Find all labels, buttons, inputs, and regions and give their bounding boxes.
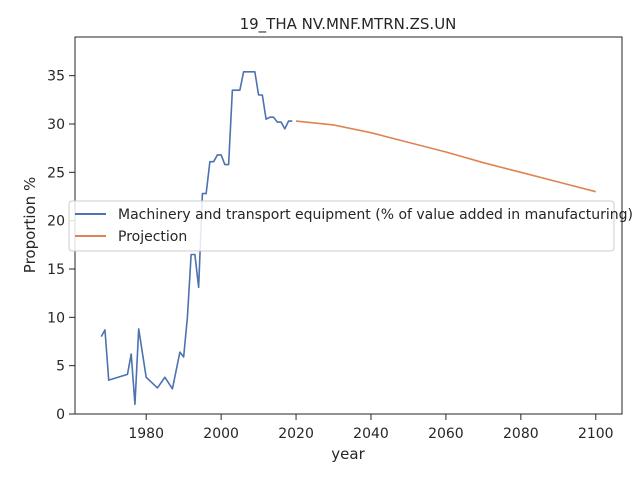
x-axis-label: year (331, 445, 365, 463)
y-tick-label: 30 (47, 117, 65, 133)
x-axis-ticks: 1980 2000 2020 2040 2060 2080 2100 (128, 414, 614, 442)
legend: Machinery and transport equipment (% of … (68, 200, 633, 252)
x-tick-label: 2040 (353, 426, 389, 442)
y-tick-label: 0 (56, 407, 65, 423)
series-line-machinery (100, 71, 293, 406)
x-tick-label: 2100 (578, 426, 614, 442)
plot-series (100, 71, 596, 406)
chart-title: 19_THA NV.MNF.MTRN.ZS.UN (240, 15, 457, 34)
legend-box (68, 200, 615, 252)
legend-label-projection: Projection (118, 229, 187, 245)
legend-label-machinery: Machinery and transport equipment (% of … (118, 207, 633, 223)
y-axis-ticks: 0 5 10 15 20 25 30 35 (47, 69, 75, 423)
x-tick-label: 1980 (128, 426, 164, 442)
x-tick-label: 2000 (203, 426, 239, 442)
y-tick-label: 35 (47, 69, 65, 85)
y-tick-label: 20 (47, 214, 65, 230)
x-tick-label: 2020 (278, 426, 314, 442)
y-tick-label: 25 (47, 165, 65, 181)
y-tick-label: 10 (47, 310, 65, 326)
y-tick-label: 15 (47, 262, 65, 278)
x-tick-label: 2080 (503, 426, 539, 442)
x-tick-label: 2060 (428, 426, 464, 442)
y-axis-label: Proportion % (21, 177, 39, 273)
series-line-projection (295, 120, 596, 193)
y-tick-label: 5 (56, 359, 65, 375)
